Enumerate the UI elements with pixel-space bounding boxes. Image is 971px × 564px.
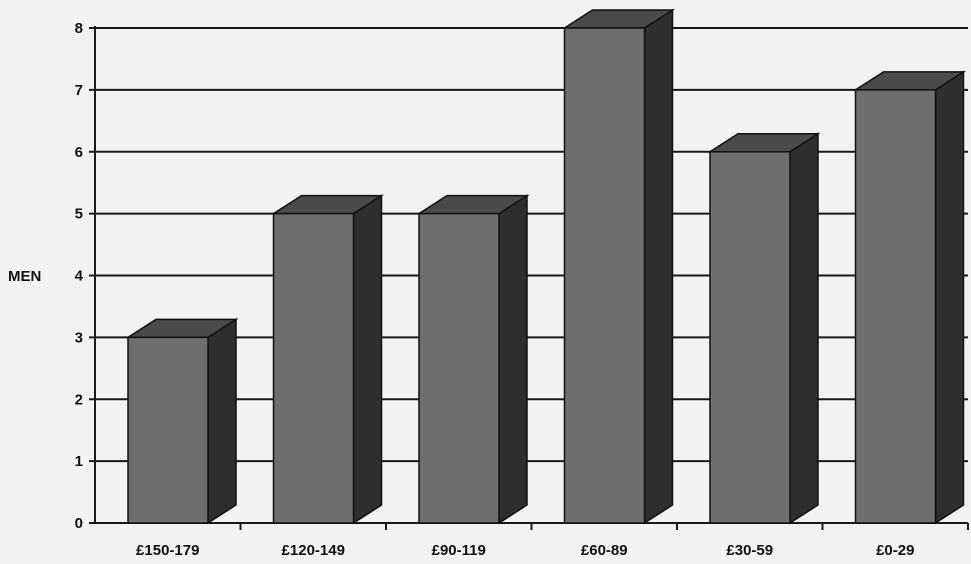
x-tick-labels: £150-179 £120-149 £90-119 £60-89 £30-59 £0-29 <box>136 542 914 559</box>
x-tick-label: £120-149 <box>282 542 345 559</box>
bar-side <box>934 70 965 525</box>
bar <box>416 194 530 525</box>
grid-lines <box>95 27 968 463</box>
y-tick-labels: 0 1 2 3 4 5 6 7 8 <box>75 20 84 532</box>
bar-side <box>789 132 819 525</box>
x-tick-label: £60-89 <box>581 542 628 559</box>
bars <box>125 8 967 525</box>
x-tick-label: £90-119 <box>432 542 486 559</box>
x-tick-label: £0-29 <box>876 542 914 559</box>
bar-side <box>643 8 674 525</box>
bar <box>707 132 821 525</box>
bar <box>270 194 385 525</box>
bar-front <box>563 27 646 524</box>
bar-front <box>709 151 791 524</box>
x-tick-label: £150-179 <box>136 542 199 559</box>
y-axis-label: MEN <box>8 268 41 285</box>
bar <box>125 318 239 525</box>
x-tick-label: £30-59 <box>726 542 773 559</box>
y-tick-label: 3 <box>75 329 83 346</box>
y-tick-label: 2 <box>75 391 83 408</box>
bar-side <box>352 194 383 525</box>
bar <box>561 8 676 525</box>
bar-side <box>498 194 528 525</box>
y-tick-label: 5 <box>75 206 83 223</box>
bar-front <box>272 212 355 524</box>
bar-front <box>127 336 209 524</box>
bar <box>852 70 967 525</box>
y-tick-label: 6 <box>75 144 83 161</box>
y-tick-label: 1 <box>75 453 83 470</box>
bar-side <box>207 318 237 525</box>
y-tick-label: 0 <box>75 515 83 532</box>
y-tick-label: 7 <box>75 82 83 99</box>
y-tick-label: 4 <box>75 268 84 285</box>
bar-front <box>854 89 937 524</box>
axes <box>89 26 969 530</box>
bar-front <box>418 212 500 524</box>
y-tick-label: 8 <box>75 20 83 37</box>
